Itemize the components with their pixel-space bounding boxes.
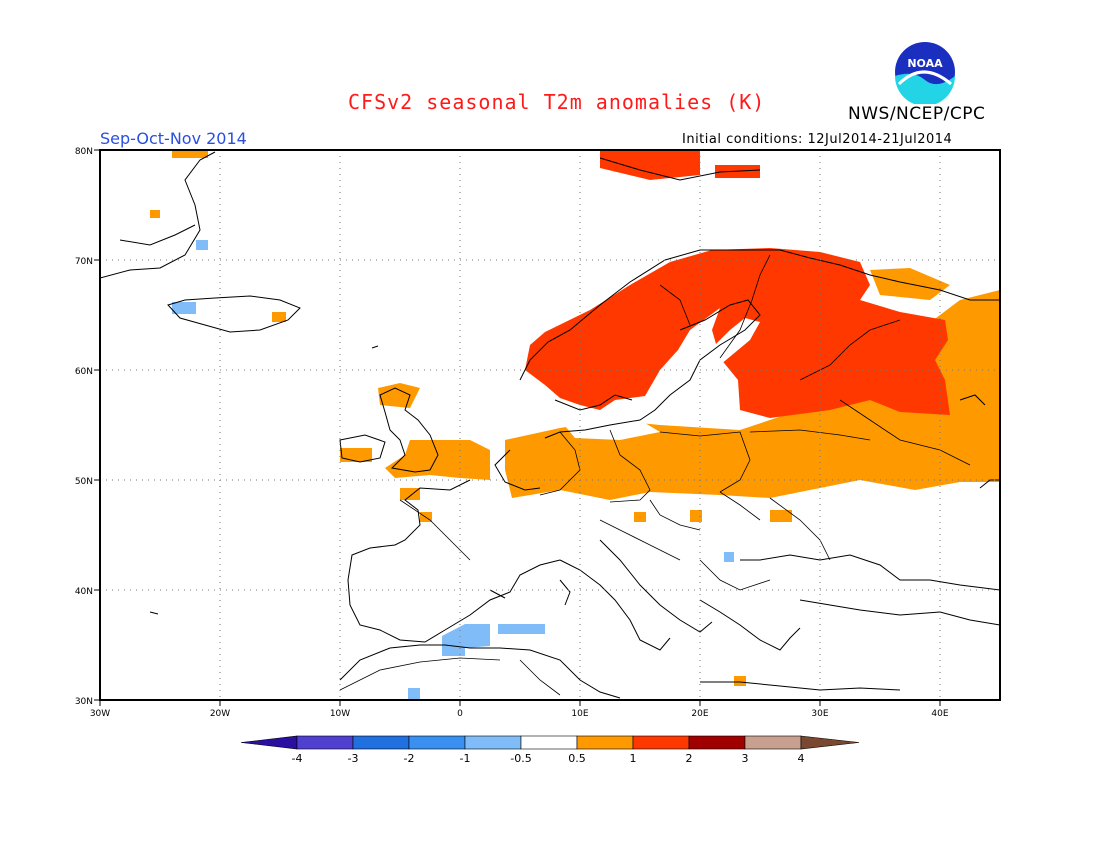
colorbar-label: -3 (348, 752, 359, 765)
graticule (100, 150, 1000, 700)
org-label: NWS/NCEP/CPC (848, 104, 986, 124)
colorbar-segment (296, 735, 354, 750)
colorbar-segment (408, 735, 466, 750)
colorbar-label: -4 (292, 752, 303, 765)
colorbar-label: -1 (460, 752, 471, 765)
coastlines (100, 151, 1000, 699)
noaa-logo: NOAA (895, 42, 955, 104)
colorbar-labels: -4 -3 -2 -1 -0.5 0.5 1 2 3 4 (292, 752, 805, 765)
colorbar-label: -0.5 (510, 752, 531, 765)
lat-label-70n: 70N (75, 257, 93, 267)
lat-label-50n: 50N (75, 477, 93, 487)
noaa-logo-text: NOAA (907, 57, 943, 70)
map-title: CFSv2 seasonal T2m anomalies (K) (348, 90, 766, 114)
season-label: Sep-Oct-Nov 2014 (100, 129, 247, 148)
lat-label-40n: 40N (75, 587, 93, 597)
lat-label-60n: 60N (75, 367, 93, 377)
colorbar-label: -2 (404, 752, 415, 765)
lon-label-30w: 30W (90, 709, 110, 719)
colorbar-label: 0.5 (568, 752, 586, 765)
colorbar (240, 735, 860, 750)
colorbar-label: 3 (742, 752, 749, 765)
lon-label-10w: 10W (330, 709, 350, 719)
colorbar-label: 2 (686, 752, 693, 765)
colorbar-segment (352, 735, 410, 750)
colorbar-arrow-high (800, 735, 860, 750)
anomaly-blue-regions (172, 240, 734, 700)
initial-conditions-label: Initial conditions: 12Jul2014-21Jul2014 (682, 132, 953, 147)
colorbar-arrow-low (240, 735, 298, 750)
anomaly-orange-regions (150, 150, 1000, 686)
lat-label-30n: 30N (75, 697, 93, 707)
lon-label-40e: 40E (931, 709, 948, 719)
colorbar-segment (576, 735, 634, 750)
lon-label-10e: 10E (571, 709, 588, 719)
colorbar-segment (632, 735, 690, 750)
colorbar-segment (744, 735, 802, 750)
lon-label-20w: 20W (210, 709, 230, 719)
lat-label-80n: 80N (75, 147, 93, 157)
colorbar-segment (464, 735, 522, 750)
lon-label-30e: 30E (811, 709, 828, 719)
colorbar-label: 1 (630, 752, 637, 765)
map-frame (99, 149, 1001, 701)
lon-label-0: 0 (457, 709, 463, 719)
colorbar-segment (520, 735, 578, 750)
colorbar-label: 4 (798, 752, 805, 765)
lon-label-20e: 20E (691, 709, 708, 719)
colorbar-segment (688, 735, 746, 750)
